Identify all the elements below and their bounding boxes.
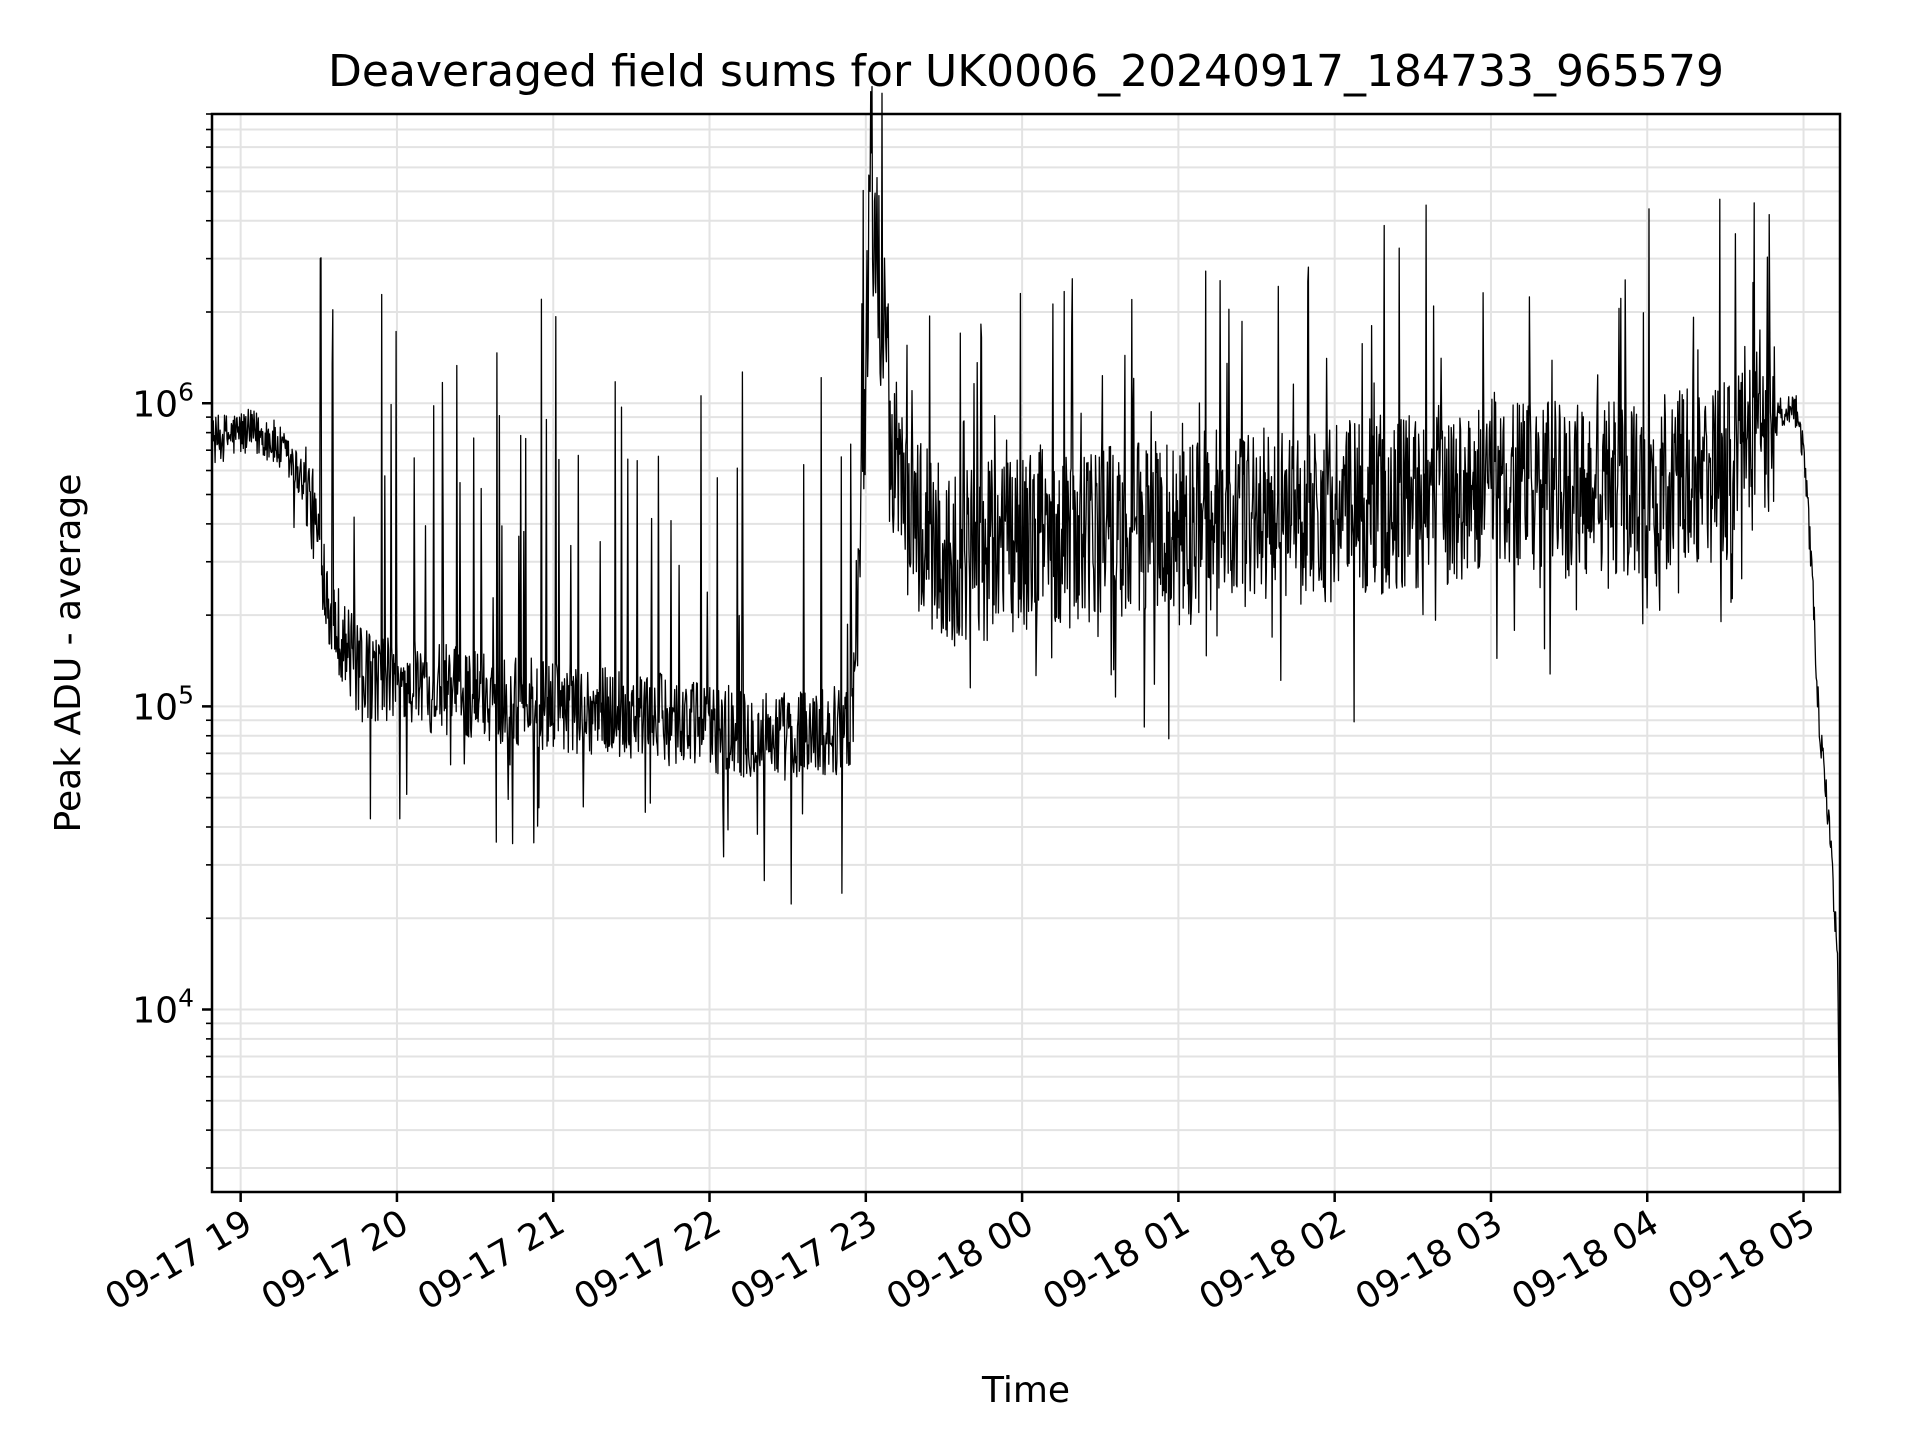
axis-ticks bbox=[202, 113, 1805, 1202]
x-axis-label: Time bbox=[981, 1370, 1070, 1411]
plot-frame bbox=[210, 112, 1842, 1194]
y-tick-label: 105 bbox=[132, 680, 194, 728]
y-axis-label: Peak ADU - average bbox=[48, 474, 89, 833]
series-line bbox=[211, 85, 1841, 1152]
y-tick-labels: 104 105 106 bbox=[132, 377, 194, 1031]
y-tick-label: 106 bbox=[132, 377, 194, 425]
y-tick-label: 104 bbox=[132, 984, 194, 1032]
chart-title: Deaveraged field sums for UK0006_2024091… bbox=[328, 46, 1724, 97]
